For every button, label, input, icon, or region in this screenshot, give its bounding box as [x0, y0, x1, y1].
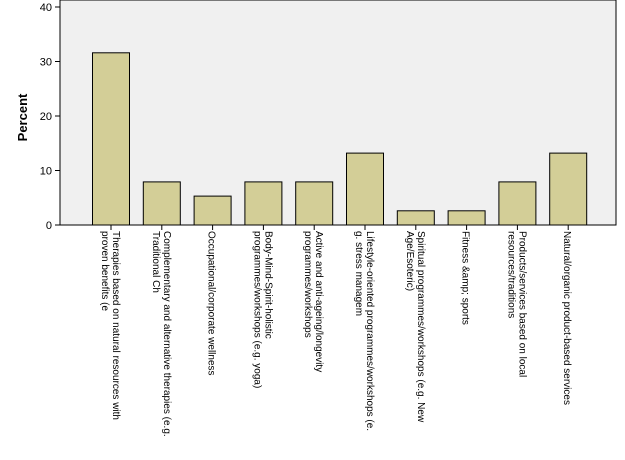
y-tick-label: 20: [40, 111, 52, 123]
bar-10: [549, 152, 588, 226]
bar-6: [346, 152, 384, 226]
bar-8: [447, 210, 486, 226]
x-tick-label-line: Fitness &amp; sports: [460, 231, 471, 325]
x-tick-label-line: Natural/organic product-based services: [561, 231, 572, 405]
y-axis-title: Percent: [15, 93, 30, 141]
x-tick-label-line: Products/services based on local: [516, 231, 527, 377]
bar-9: [498, 181, 537, 226]
x-tick-label-10: Natural/organic product-based services: [561, 231, 572, 405]
bar-2: [142, 181, 181, 226]
x-tick-label-5: Active and anti-ageing/longevityprogramm…: [302, 231, 324, 372]
y-tick-label: 0: [46, 220, 52, 232]
x-tick-label-line: proven benefits (e: [99, 231, 110, 311]
x-tick-label-4: Body-Mind-Spirit-holisticprogrammes/work…: [251, 231, 273, 388]
x-tick-label-line: programmes/workshops: [302, 231, 313, 338]
x-tick-label-line: Active and anti-ageing/longevity: [313, 231, 324, 372]
x-tick-label-2: Complementary and alternative therapies …: [150, 231, 172, 437]
x-tick-label-line: programmes/workshops (e.g. yoga): [251, 231, 262, 388]
y-tick-label: 10: [40, 166, 52, 178]
bar-7: [396, 210, 435, 226]
bars-group: [92, 52, 588, 226]
x-tick-label-line: Body-Mind-Spirit-holistic: [262, 231, 273, 339]
x-tick-label-line: Spiritual programmes/workshops (e.g. New: [415, 231, 426, 423]
x-tick-label-8: Fitness &amp; sports: [460, 231, 471, 325]
y-tick-label: 40: [40, 2, 52, 14]
bar-4: [244, 181, 283, 226]
x-tick-label-line: Occupational/corporate wellness: [206, 231, 217, 376]
x-tick-label-line: Lifestyle-oriented programmes/workshops …: [364, 231, 375, 431]
bar-5: [295, 181, 334, 226]
x-axis: Therapies based on natural resources wit…: [99, 225, 572, 437]
x-tick-label-line: resources/traditions: [505, 231, 516, 318]
x-tick-label-7: Spiritual programmes/workshops (e.g. New…: [404, 231, 426, 423]
x-tick-label-line: Traditional Ch: [150, 231, 161, 293]
bar-3: [193, 195, 232, 226]
x-tick-label-3: Occupational/corporate wellness: [206, 231, 217, 376]
y-tick-label: 30: [40, 57, 52, 69]
bar-1: [92, 52, 130, 226]
x-tick-label-9: Products/services based on localresource…: [505, 231, 527, 377]
x-tick-label-1: Therapies based on natural resources wit…: [99, 231, 121, 420]
x-tick-label-line: g. stress managem: [353, 231, 364, 316]
x-tick-label-6: Lifestyle-oriented programmes/workshops …: [353, 231, 375, 431]
x-tick-label-line: Age/Esoteric): [404, 231, 415, 291]
y-axis: 0 10 20 30 40: [40, 0, 61, 232]
x-tick-label-line: Therapies based on natural resources wit…: [110, 231, 121, 420]
x-tick-label-line: Complementary and alternative therapies …: [161, 231, 172, 437]
